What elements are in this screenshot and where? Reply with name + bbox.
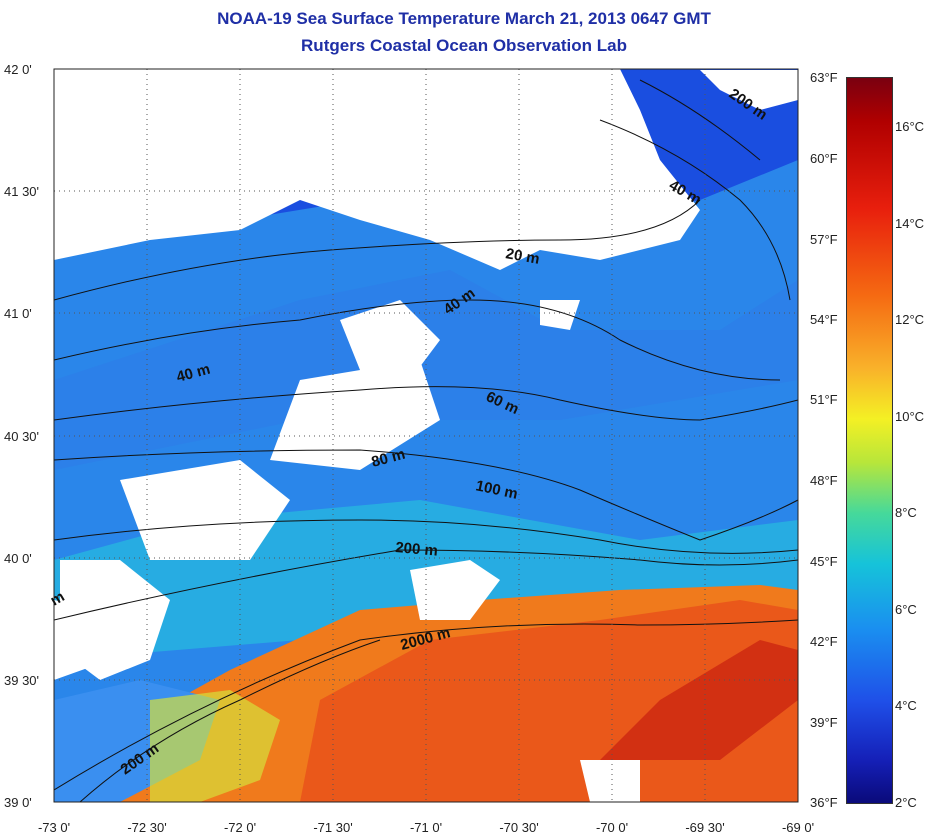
fahrenheit-label: 42°F — [810, 634, 838, 649]
fahrenheit-label: 54°F — [810, 312, 838, 327]
celsius-label: 10°C — [895, 409, 924, 424]
fahrenheit-label: 51°F — [810, 392, 838, 407]
longitude-labels: -73 0' -72 30' -72 0' -71 30' -71 0' -70… — [38, 820, 814, 835]
lon-label: -73 0' — [38, 820, 70, 835]
lon-label: -72 30' — [127, 820, 166, 835]
contour-label: 200 m — [395, 539, 439, 560]
celsius-label: 12°C — [895, 312, 924, 327]
lat-label: 40 0' — [4, 551, 32, 566]
temperature-colorbar — [846, 77, 893, 804]
lat-label: 40 30' — [4, 429, 39, 444]
celsius-label: 4°C — [895, 698, 917, 713]
lat-label: 39 0' — [4, 795, 32, 810]
celsius-label: 2°C — [895, 795, 917, 810]
fahrenheit-label: 48°F — [810, 473, 838, 488]
latitude-labels: 42 0' 41 30' 41 0' 40 30' 40 0' 39 30' 3… — [4, 62, 39, 810]
lon-label: -71 30' — [313, 820, 352, 835]
fahrenheit-label: 39°F — [810, 715, 838, 730]
fahrenheit-label: 36°F — [810, 795, 838, 810]
lon-label: -70 30' — [499, 820, 538, 835]
celsius-label: 6°C — [895, 602, 917, 617]
fahrenheit-label: 45°F — [810, 554, 838, 569]
fahrenheit-label: 63°F — [810, 70, 838, 85]
contour-label: 20 m — [504, 245, 541, 268]
graticule — [54, 69, 798, 802]
lat-label: 41 0' — [4, 306, 32, 321]
fahrenheit-label: 60°F — [810, 151, 838, 166]
map-subtitle: Rutgers Coastal Ocean Observation Lab — [301, 36, 627, 55]
map-title: NOAA-19 Sea Surface Temperature March 21… — [217, 9, 711, 28]
lat-label: 39 30' — [4, 673, 39, 688]
lon-label: -71 0' — [410, 820, 442, 835]
sst-field — [54, 69, 798, 802]
celsius-label: 14°C — [895, 216, 924, 231]
lon-label: -69 30' — [685, 820, 724, 835]
lon-label: -70 0' — [596, 820, 628, 835]
celsius-label: 16°C — [895, 119, 924, 134]
lat-label: 41 30' — [4, 184, 39, 199]
lon-label: -72 0' — [224, 820, 256, 835]
lon-label: -69 0' — [782, 820, 814, 835]
fahrenheit-label: 57°F — [810, 232, 838, 247]
map-frame — [53, 68, 799, 803]
celsius-scale: 16°C 14°C 12°C 10°C 8°C 6°C 4°C 2°C — [895, 119, 924, 810]
lat-label: 42 0' — [4, 62, 32, 77]
fahrenheit-scale: 63°F 60°F 57°F 54°F 51°F 48°F 45°F 42°F … — [810, 70, 838, 810]
celsius-label: 8°C — [895, 505, 917, 520]
